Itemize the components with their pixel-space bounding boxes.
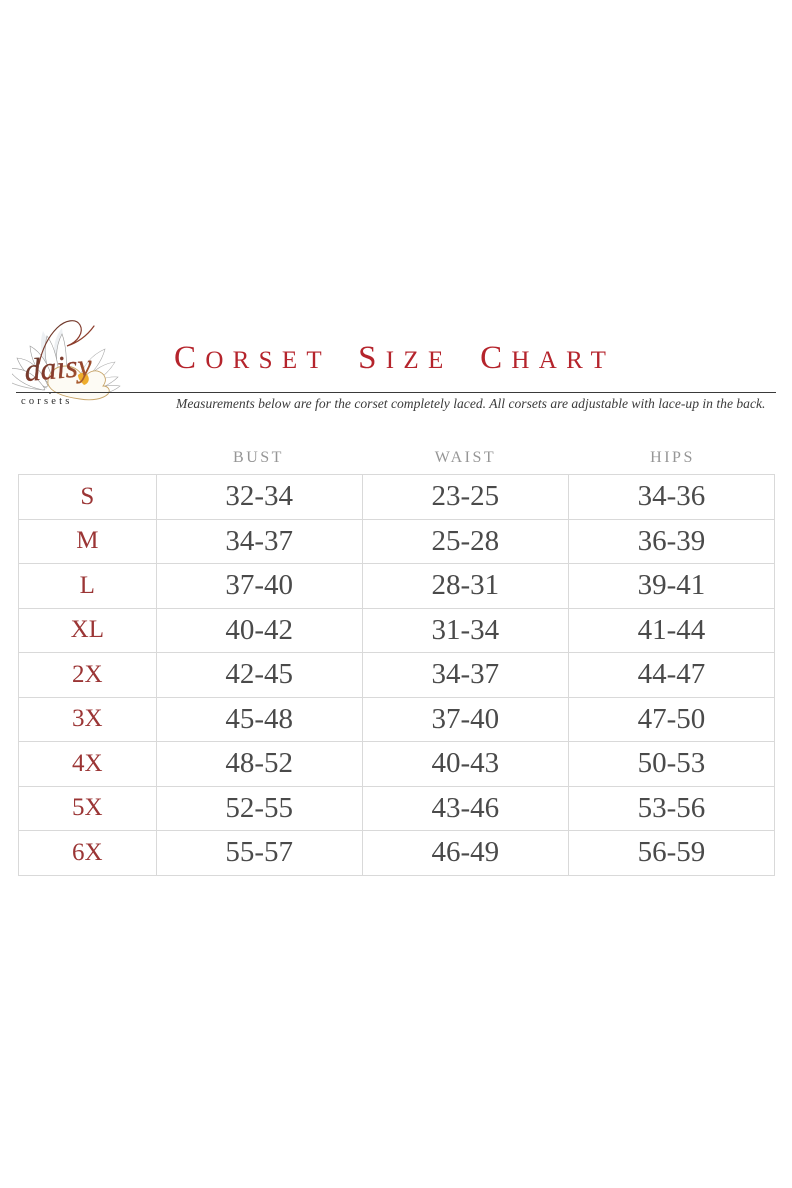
svg-text:corsets: corsets bbox=[21, 396, 73, 407]
svg-text:daisy: daisy bbox=[23, 346, 94, 388]
